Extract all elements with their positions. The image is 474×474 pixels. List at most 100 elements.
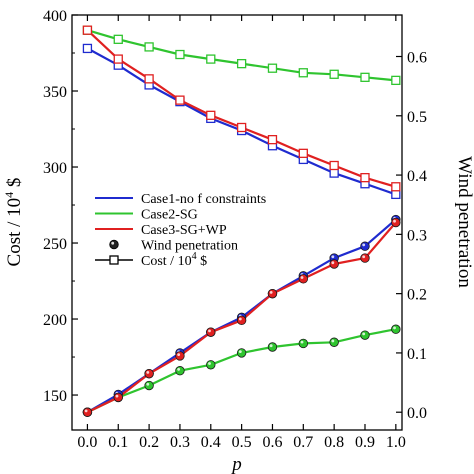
y-left-tick-label-2: 250 [43,236,67,253]
legend-label-text-0: Case1-no f constraints [141,192,266,207]
ticks-layer: 0.0 0.1 0.2 0.3 0.4 0.5 0.6 0.7 0.8 0.9 1.0 150 200 2… [43,8,427,451]
data-point-ball-highlight-3-8 [331,255,335,259]
data-point-ball-4-4 [206,360,216,370]
data-point-ball-5-3 [175,351,185,361]
data-point-ball-highlight-5-3 [177,353,181,356]
legend-label-text-1: Case2-SG [141,208,198,223]
y-right-tick-label-4: 0.4 [407,168,427,185]
data-point-ball-4-9 [360,330,370,340]
legend-label-sup-4: 4 [192,251,197,262]
data-point-ball-4-8 [329,337,339,347]
y-right-tick-label-6: 0.6 [407,50,427,67]
data-point-ball-highlight-5-8 [331,261,335,265]
data-point-ball-highlight-5-4 [208,329,211,333]
data-point-square-1-5 [236,58,247,69]
data-point-ball-5-10 [391,217,401,228]
data-point-ball-highlight-5-6 [269,290,273,294]
data-point-ball-highlight-5-10 [393,219,396,223]
legend-label-1: Case2-SG [141,208,198,223]
data-point-ball-highlight-5-7 [300,276,304,279]
x-tick-label-2: 0.2 [139,434,159,451]
data-point-ball-highlight-5-5 [238,317,242,321]
legend-label-text-2: Case3-SG+WP [141,223,227,238]
data-point-square-2-3 [175,95,185,105]
data-point-ball-3-9 [360,241,370,251]
x-tick-label-7: 0.7 [293,434,313,451]
data-point-ball-highlight-4-4 [208,362,211,365]
data-point-square-1-8 [329,69,339,79]
data-point-square-0-10 [391,189,401,200]
data-point-square-2-8 [329,160,339,171]
data-point-square-1-1 [113,34,123,44]
data-point-ball-4-5 [236,348,247,358]
legend-label-2: Case3-SG+WP [141,223,227,238]
data-point-ball-5-6 [267,288,278,299]
data-point-ball-5-0 [82,407,93,417]
data-point-square-2-7 [298,148,308,158]
y-right-tick-label-1: 0.1 [407,346,427,363]
x-tick-label-5: 0.5 [232,434,252,451]
legend-label-text-3: Wind penetration [141,239,238,254]
data-point-ball-4-10 [391,324,401,334]
legend-ball-3 [109,239,119,250]
data-point-ball-5-1 [113,392,123,403]
data-point-square-1-6 [267,63,278,73]
data-point-ball-highlight-4-3 [177,368,181,371]
y-left-tick-label-0: 150 [43,388,67,405]
data-point-ball-highlight-4-6 [269,344,273,348]
legend-label-unit-4: $ [197,254,208,269]
data-point-ball-5-9 [360,253,370,263]
data-point-square-2-5 [236,122,247,133]
x-tick-label-9: 0.9 [355,434,375,451]
series-line-1 [87,29,396,82]
data-point-ball-5-8 [329,259,339,269]
data-point-square-0-8 [329,168,339,178]
data-point-square-2-2 [144,74,154,84]
data-point-ball-4-2 [144,380,154,391]
y-axis-right-title: Wind penetration [454,156,474,288]
data-point-square-1-3 [175,49,185,60]
series-line-2 [86,29,397,188]
data-point-square-1-7 [298,68,308,78]
y-right-tick-label-2: 0.2 [407,287,427,304]
data-point-square-2-0 [82,25,93,35]
series-line-4 [86,328,397,414]
data-point-ball-4-7 [298,338,309,349]
data-point-square-2-1 [113,54,123,64]
y-left-tick-label-5: 400 [43,8,67,25]
data-point-ball-5-5 [236,315,247,326]
data-point-square-1-10 [391,75,401,86]
x-tick-label-8: 0.8 [324,434,344,451]
x-tick-label-3: 0.3 [170,434,190,451]
legend-label-0: Case1-no f constraints [141,192,266,207]
y-left-tick-label-3: 300 [43,160,67,177]
data-point-square-2-9 [360,173,370,183]
data-point-ball-highlight-5-2 [146,370,150,374]
legend-label-3: Wind penetration [141,239,238,254]
plot-frame [71,14,403,431]
data-point-ball-highlight-4-2 [146,382,150,386]
data-point-square-0-0 [82,43,93,54]
marks-layer [82,25,401,417]
y-right-tick-label-5: 0.5 [407,109,427,126]
data-point-square-2-4 [206,110,216,120]
x-axis-title: p [230,454,242,474]
data-point-ball-5-7 [298,274,309,284]
y-right-tick-label-3: 0.3 [407,227,427,244]
legend-label-4: Cost / 104 $ [141,251,207,269]
data-point-ball-highlight-5-9 [362,255,366,259]
data-point-square-1-2 [144,42,154,52]
y-left-tick-label-1: 200 [43,312,67,329]
data-point-ball-highlight-4-7 [300,340,304,344]
x-tick-label-4: 0.4 [201,434,221,451]
x-tick-label-1: 0.1 [108,434,128,451]
y-left-tick-label-4: 350 [43,84,67,101]
data-point-ball-highlight-4-9 [362,332,366,336]
legend-ball-highlight-3 [111,241,115,245]
data-point-ball-4-3 [175,366,185,376]
y-right-tick-label-0: 0.0 [407,405,427,422]
y-axis-left-title: Cost / 104 $ [2,178,25,267]
data-point-square-1-4 [206,54,216,64]
legend-square-4 [109,255,119,265]
